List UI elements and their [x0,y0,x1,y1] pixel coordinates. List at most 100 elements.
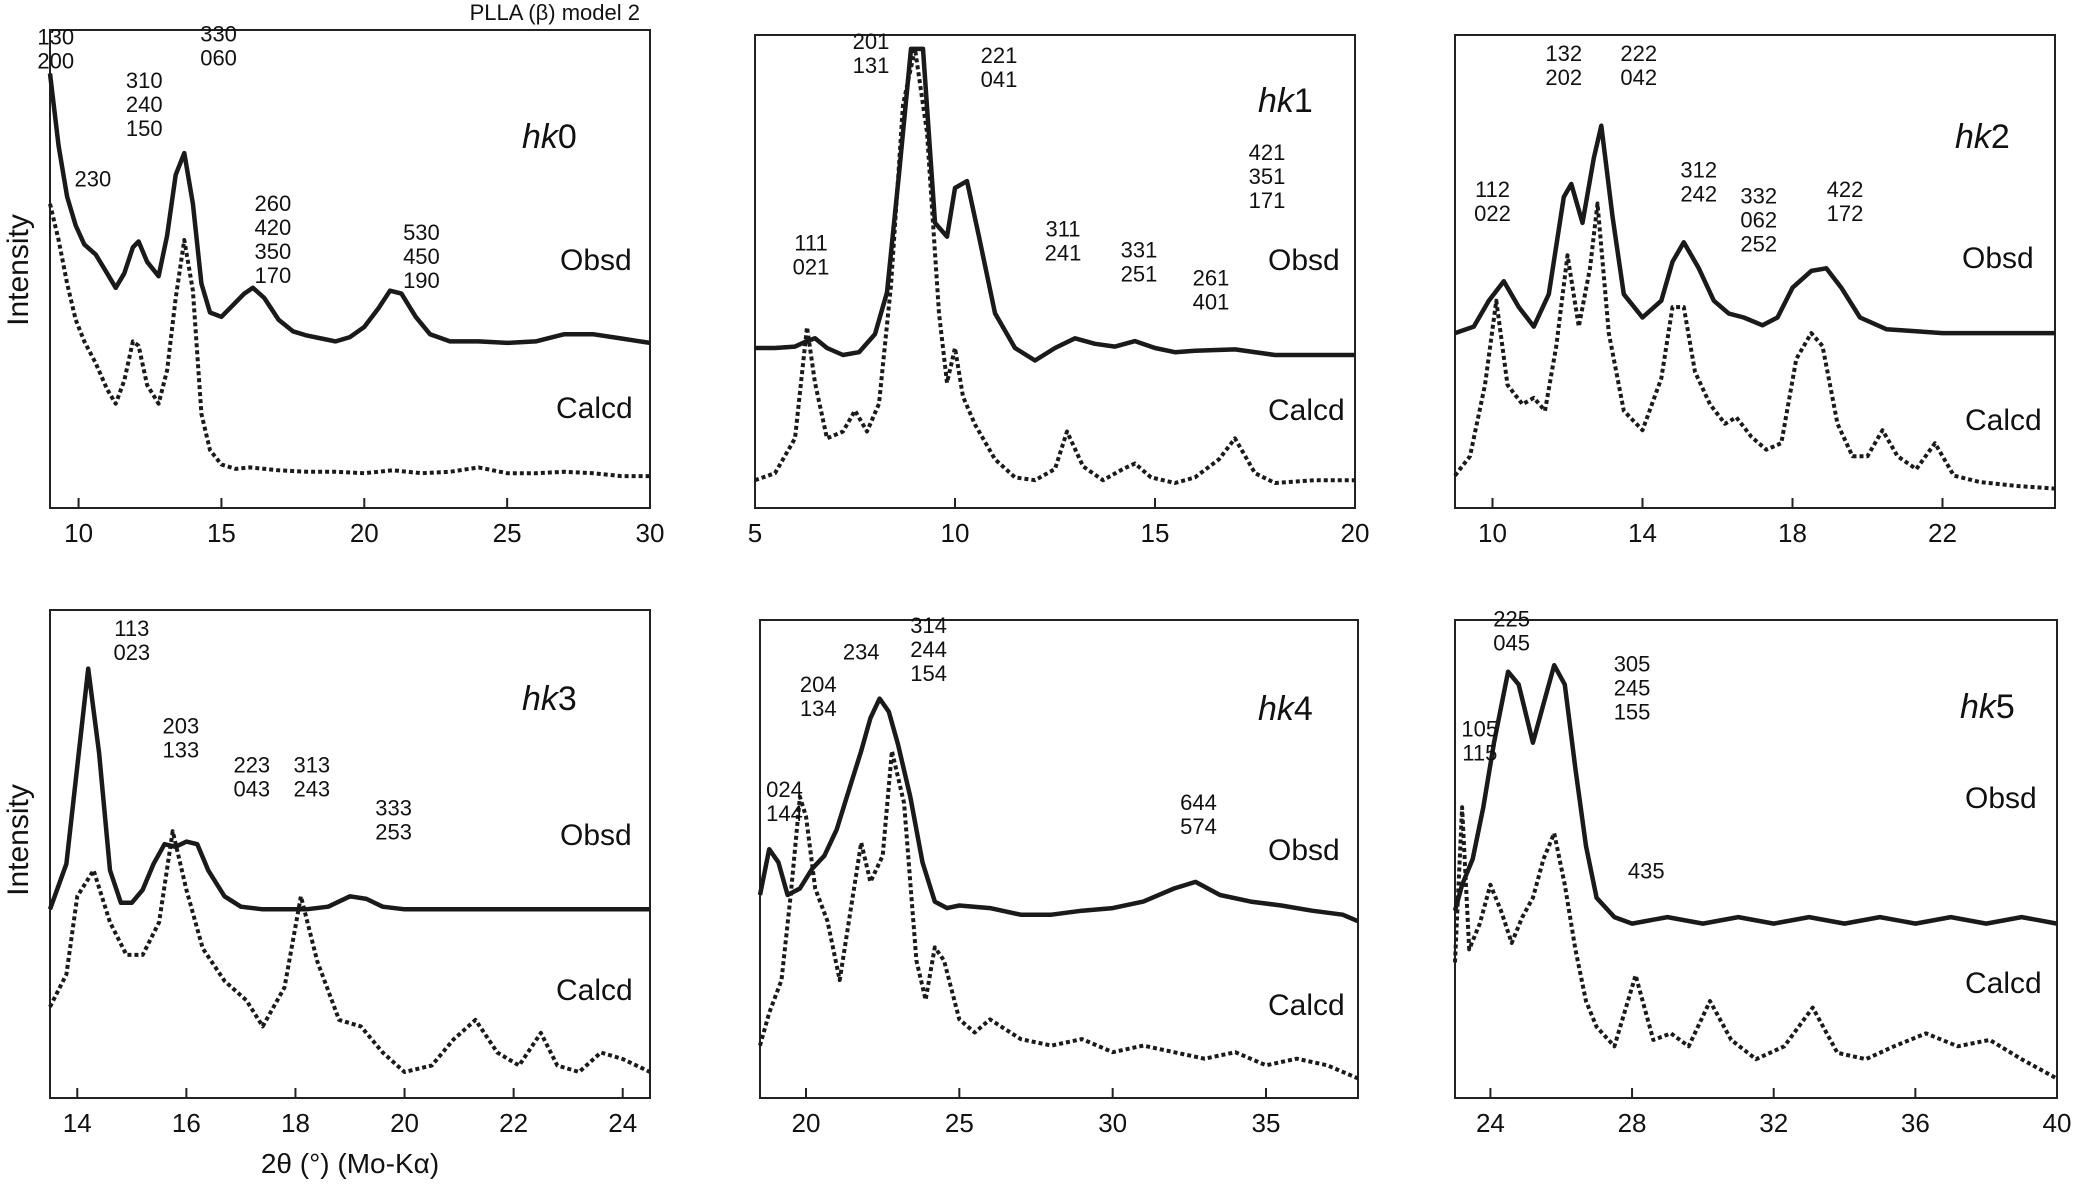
panel-label-index: 1 [1294,82,1313,120]
peak-label: 113 023 [113,616,150,665]
peak-label-line: 574 [1180,814,1217,839]
peak-label-line: 204 [800,672,837,697]
peak-label-line: 253 [375,820,412,845]
panel-label-index: 5 [1996,688,2015,726]
peak-label-line: 261 [1193,265,1230,290]
plot-frame [1454,619,2058,1099]
panel-label-index: 4 [1294,690,1313,728]
peak-label-line: 243 [293,777,330,802]
panel-label: hk3 [522,680,577,718]
x-tick-label: 5 [748,518,762,548]
peak-label-line: 314 [910,613,947,638]
peak-label-line: 062 [1740,207,1777,232]
plot-frame [754,34,1356,509]
peak-label-line: 154 [910,661,947,686]
peak-label-line: 330 [200,22,237,47]
peak-label-line: 230 [74,166,111,191]
peak-label-line: 252 [1740,231,1777,256]
x-tick-label: 10 [1478,518,1507,548]
x-tick-label: 10 [64,518,93,548]
peak-label-line: 333 [375,796,412,821]
peak-label: 111 021 [793,231,830,280]
panel-hk5: 24 28 32 36 40 hk5 Obsd Calcd 225 045 305 245 155 105… [1452,606,2072,1138]
x-tick-label: 25 [493,518,522,548]
x-tick-label: 30 [1098,1108,1127,1138]
peak-label: 230 [74,166,111,191]
peak-label: 333 253 [375,796,412,845]
x-tick-label: 20 [390,1108,419,1138]
peak-label-line: 144 [766,801,803,826]
x-tick-label: 15 [207,518,236,548]
obsd-curve [47,73,651,346]
panel-label: hk1 [1258,82,1313,120]
peak-label-line: 022 [1474,201,1511,226]
peak-label-line: 172 [1827,201,1864,226]
x-tick-label: 16 [172,1108,201,1138]
calcd-label: Calcd [1965,404,2042,437]
peak-label-line: 201 [853,29,890,54]
peak-label-line: 242 [1680,182,1717,207]
peak-label-line: 435 [1628,858,1665,883]
peak-label-line: 310 [126,68,163,93]
obsd-curve [1452,662,2058,926]
peak-label: 332 062 252 [1740,183,1777,256]
peak-label: 204 134 [800,672,837,721]
peak-label-line: 105 [1461,716,1498,741]
x-tick-label: 20 [1341,518,1370,548]
panel-label-index: 3 [558,680,577,718]
peak-label-line: 225 [1493,606,1530,631]
peak-label-line: 045 [1493,630,1530,655]
x-tick-label: 40 [2043,1108,2072,1138]
x-tick-label: 15 [1141,518,1170,548]
peak-label: 305 245 155 [1614,652,1651,725]
peak-label-line: 350 [254,239,291,264]
x-tick-label: 20 [350,518,379,548]
x-tick-label: 18 [281,1108,310,1138]
plot-frame [759,619,1359,1099]
panel-label: hk0 [522,118,577,156]
peak-label: 223 043 [233,753,270,802]
obsd-curve [757,696,1359,924]
chart-title: PLLA (β) model 2 [470,0,640,25]
peak-label-line: 420 [254,215,291,240]
peak-label-line: 113 [114,616,149,641]
panel-label: hk4 [1258,690,1313,728]
calcd-label: Calcd [1268,989,1345,1022]
calcd-curve [1453,201,2056,491]
x-tick-label: 35 [1252,1108,1281,1138]
peak-label-line: 222 [1620,41,1657,66]
peak-label-line: 221 [981,43,1018,68]
peak-label-line: 021 [793,255,830,280]
calcd-curve [48,829,651,1074]
y-axis-label-top: Intensity [2,214,35,326]
peak-label-line: 245 [1614,676,1651,701]
x-tick-label: 25 [945,1108,974,1138]
peak-label-line: 133 [163,738,200,763]
peak-label: 330 060 [200,22,237,71]
panel-label-prefix: hk [1960,688,1998,726]
peak-label-line: 644 [1180,790,1217,815]
x-tick-label: 22 [499,1108,528,1138]
peak-label-line: 060 [200,46,237,71]
peak-label-line: 134 [800,696,837,721]
peak-label: 024 144 [766,777,803,826]
peak-label-line: 331 [1121,238,1158,263]
peak-label: 130 200 [37,24,74,73]
peak-label-line: 155 [1614,700,1651,725]
panel-label-index: 0 [558,118,577,156]
x-tick-label: 18 [1778,518,1807,548]
panel-label: hk5 [1960,688,2015,726]
peak-label-line: 112 [1475,177,1510,202]
calcd-curve [758,749,1359,1081]
peak-label-line: 131 [853,53,890,78]
calcd-label: Calcd [1965,967,2042,1000]
peak-label-line: 351 [1249,164,1286,189]
plot-frame [1454,34,2056,509]
peak-label-line: 332 [1740,183,1777,208]
peak-label: 313 243 [293,753,330,802]
plot-frame [49,29,651,509]
peak-label-line: 240 [126,92,163,117]
peak-label-line: 401 [1193,289,1230,314]
